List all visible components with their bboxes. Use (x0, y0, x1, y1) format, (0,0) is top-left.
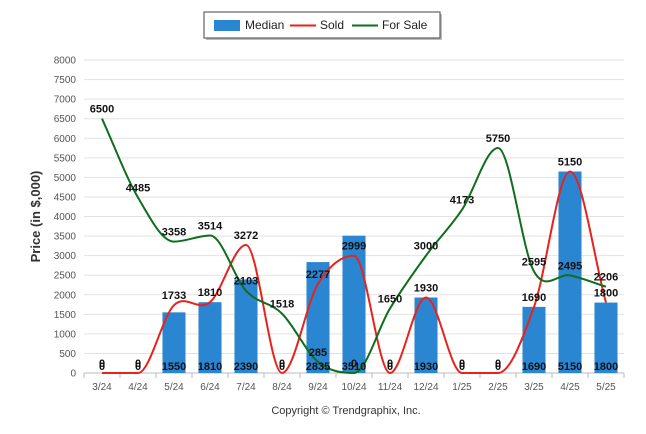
y-tick-label: 1000 (54, 329, 77, 340)
x-tick-label: 6/24 (200, 382, 220, 393)
for-sale-data-label: 6500 (90, 104, 114, 116)
median-data-label: 0 (387, 361, 393, 373)
sold-data-label: 2277 (306, 269, 330, 281)
x-tick-label: 8/24 (272, 382, 292, 393)
median-data-label: 0 (135, 361, 141, 373)
sold-data-label: 3272 (234, 230, 258, 242)
x-tick-label: 3/24 (92, 382, 112, 393)
for-sale-data-label: 1650 (378, 293, 402, 305)
sold-data-label: 0 (495, 358, 501, 370)
x-tick-label: 4/25 (560, 382, 580, 393)
y-tick-label: 7000 (54, 95, 77, 106)
sold-data-label: 0 (135, 358, 141, 370)
legend-sold-label: Sold (320, 18, 344, 32)
median-data-label: 3510 (342, 361, 366, 373)
median-data-label: 1930 (414, 361, 438, 373)
sold-data-label: 1690 (522, 292, 546, 304)
for-sale-data-label: 5750 (486, 133, 510, 145)
x-tick-label: 10/24 (341, 382, 366, 393)
y-tick-label: 7500 (54, 75, 77, 86)
x-tick-label: 12/24 (413, 382, 438, 393)
sold-data-label: 1930 (414, 282, 438, 294)
y-tick-label: 6000 (54, 134, 77, 145)
y-tick-label: 4500 (54, 192, 77, 203)
y-tick-label: 0 (70, 369, 76, 380)
median-bar (234, 279, 258, 373)
x-tick-label: 5/25 (596, 382, 616, 393)
for-sale-data-label: 4173 (450, 195, 474, 207)
sold-data-label: 5150 (558, 157, 582, 169)
median-data-label: 0 (99, 361, 105, 373)
legend-for-sale-label: For Sale (382, 18, 428, 32)
x-tick-label: 5/24 (164, 382, 184, 393)
median-bar (306, 262, 330, 373)
for-sale-data-label: 3358 (162, 227, 186, 239)
median-data-label: 0 (459, 361, 465, 373)
median-data-label: 0 (495, 361, 501, 373)
y-tick-label: 6500 (54, 114, 77, 125)
sold-data-label: 1800 (594, 288, 618, 300)
for-sale-data-label: 3514 (198, 221, 223, 233)
median-bar (198, 302, 222, 373)
median-data-label: 1550 (162, 361, 186, 373)
median-data-label: 1800 (594, 361, 618, 373)
median-data-label: 1690 (522, 361, 546, 373)
for-sale-data-label: 1518 (270, 299, 294, 311)
x-tick-label: 4/24 (128, 382, 148, 393)
for-sale-data-label: 0 (351, 358, 357, 370)
sold-data-label: 2999 (342, 241, 366, 253)
median-bar (594, 302, 618, 373)
y-axis-title: Price (in $,000) (28, 171, 43, 263)
median-bar (342, 235, 366, 373)
legend-box (203, 11, 441, 39)
y-tick-label: 4000 (54, 212, 77, 223)
y-tick-label: 500 (59, 349, 76, 360)
sold-data-label: 1733 (162, 290, 186, 302)
for-sale-data-label: 4485 (126, 183, 150, 195)
y-tick-label: 1500 (54, 310, 77, 321)
sold-data-label: 0 (459, 358, 465, 370)
y-tick-label: 2500 (54, 271, 77, 282)
median-data-label: 5150 (558, 361, 582, 373)
y-tick-label: 5000 (54, 173, 77, 184)
median-bar (162, 312, 186, 373)
x-tick-label: 11/24 (378, 382, 403, 393)
y-tick-label: 5500 (54, 153, 77, 164)
sold-data-label: 0 (279, 358, 285, 370)
for-sale-line (101, 118, 607, 375)
y-tick-label: 3000 (54, 251, 77, 262)
y-tick-label: 8000 (54, 56, 77, 67)
for-sale-data-label: 3000 (414, 241, 438, 253)
x-tick-label: 9/24 (308, 382, 328, 393)
x-tick-label: 7/24 (236, 382, 256, 393)
legend-median-swatch (214, 20, 240, 31)
median-data-label: 1810 (198, 361, 222, 373)
legend-median-label: Median (245, 18, 284, 32)
median-data-label: 2390 (234, 361, 258, 373)
for-sale-data-label: 285 (309, 347, 327, 359)
copyright-credit: Copyright © Trendgraphix, Inc. (271, 405, 420, 417)
median-data-label: 2835 (306, 361, 330, 373)
median-data-label: 0 (279, 361, 285, 373)
for-sale-data-label: 2103 (234, 276, 258, 288)
sold-line (102, 170, 607, 375)
for-sale-data-label: 2206 (594, 272, 618, 284)
x-tick-label: 1/25 (452, 382, 472, 393)
x-tick-label: 2/25 (488, 382, 508, 393)
median-bar (558, 171, 582, 373)
median-bar (414, 297, 438, 373)
x-tick-label: 3/25 (524, 382, 544, 393)
for-sale-data-label: 2595 (522, 256, 546, 268)
sold-data-label: 0 (387, 358, 393, 370)
y-tick-label: 3500 (54, 232, 77, 243)
sold-data-label: 0 (99, 358, 105, 370)
sold-data-label: 1810 (198, 287, 222, 299)
y-tick-label: 2000 (54, 290, 77, 301)
for-sale-data-label: 2495 (558, 260, 582, 272)
